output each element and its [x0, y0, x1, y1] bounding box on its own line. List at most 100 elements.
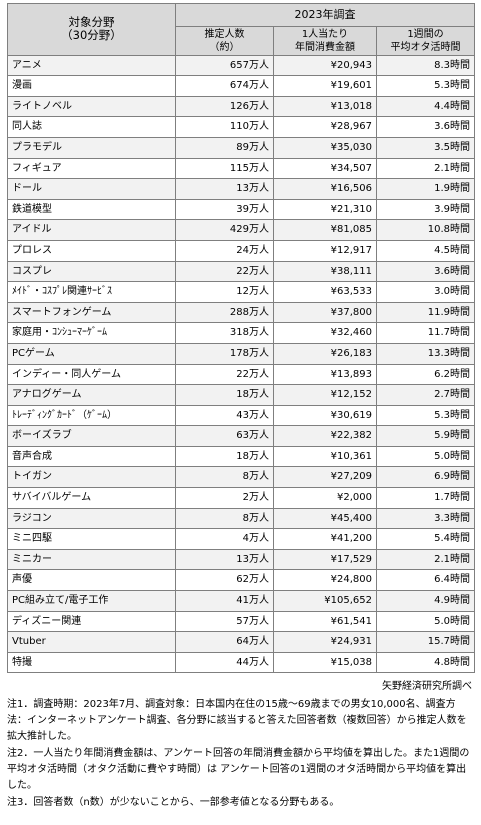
header-spending: 1人当たり 年間消費金額 [273, 25, 377, 56]
table-row: サバイバルゲーム 2万人 ¥2,000 1.7時間 [7, 487, 475, 509]
population-cell: 429万人 [175, 219, 274, 241]
spending-cell: ¥41,200 [273, 528, 377, 550]
table-row: ミニ四駆 4万人 ¥41,200 5.4時間 [7, 528, 475, 550]
category-cell: ﾒｲﾄﾞ・ｺｽﾌﾟﾚ関連ｻｰﾋﾞｽ [7, 281, 176, 303]
population-cell: 13万人 [175, 548, 274, 571]
population-cell: 22万人 [175, 260, 274, 283]
hours-cell: 11.9時間 [376, 301, 475, 324]
category-cell: サバイバルゲーム [7, 487, 176, 509]
hours-cell: 2.7時間 [376, 384, 475, 406]
header-category-line2: （30分野） [61, 28, 122, 43]
spending-cell: ¥105,652 [273, 590, 377, 612]
hours-cell: 3.6時間 [376, 260, 475, 283]
table-row: 鉄道模型 39万人 ¥21,310 3.9時間 [7, 198, 475, 221]
spending-cell: ¥24,931 [273, 631, 377, 653]
table-row: トイガン 8万人 ¥27,209 6.9時間 [7, 466, 475, 489]
hours-cell: 4.5時間 [376, 239, 475, 262]
category-cell: 同人誌 [7, 116, 176, 138]
hours-cell: 3.9時間 [376, 198, 475, 221]
table-row: ディズニー関連 57万人 ¥61,541 5.0時間 [7, 610, 475, 633]
population-cell: 8万人 [175, 507, 274, 530]
spending-cell: ¥27,209 [273, 466, 377, 489]
population-cell: 2万人 [175, 487, 274, 509]
otaku-market-table: 対象分野 （30分野） 2023年調査 推定人数 （約） 1人当たり 年間消費金… [7, 3, 475, 674]
hours-cell: 1.7時間 [376, 487, 475, 509]
spending-cell: ¥16,506 [273, 178, 377, 200]
spending-cell: ¥30,619 [273, 404, 377, 427]
hours-cell: 5.0時間 [376, 610, 475, 633]
table-row: ライトノベル 126万人 ¥13,018 4.4時間 [7, 95, 475, 118]
table-row: ボーイズラブ 63万人 ¥22,382 5.9時間 [7, 425, 475, 447]
population-cell: 4万人 [175, 528, 274, 550]
spending-cell: ¥28,967 [273, 116, 377, 138]
hours-cell: 3.6時間 [376, 116, 475, 138]
hours-cell: 4.8時間 [376, 651, 475, 674]
spending-cell: ¥32,460 [273, 322, 377, 344]
spending-cell: ¥15,038 [273, 651, 377, 674]
header-year: 2023年調査 [175, 3, 475, 27]
hours-cell: 11.7時間 [376, 322, 475, 344]
population-cell: 674万人 [175, 75, 274, 97]
population-cell: 57万人 [175, 610, 274, 633]
population-cell: 39万人 [175, 198, 274, 221]
spending-cell: ¥13,018 [273, 95, 377, 118]
table-row: 漫画 674万人 ¥19,601 5.3時間 [7, 75, 475, 97]
category-cell: スマートフォンゲーム [7, 301, 176, 324]
spending-cell: ¥34,507 [273, 157, 377, 180]
source-credit: 矢野経済研究所調べ [382, 681, 472, 693]
hours-cell: 10.8時間 [376, 219, 475, 241]
hours-cell: 5.3時間 [376, 404, 475, 427]
population-cell: 12万人 [175, 281, 274, 303]
category-cell: ﾄﾚｰﾃﾞｨﾝｸﾞｶｰﾄﾞ（ｹﾞｰﾑ） [7, 404, 176, 427]
table-row: PC組み立て/電子工作 41万人 ¥105,652 4.9時間 [7, 590, 475, 612]
category-cell: ディズニー関連 [7, 610, 176, 633]
category-cell: PCゲーム [7, 342, 176, 365]
table-row: 特撮 44万人 ¥15,038 4.8時間 [7, 651, 475, 674]
hours-cell: 5.3時間 [376, 75, 475, 97]
table-row: ﾄﾚｰﾃﾞｨﾝｸﾞｶｰﾄﾞ（ｹﾞｰﾑ） 43万人 ¥30,619 5.3時間 [7, 404, 475, 427]
category-cell: ドール [7, 178, 176, 200]
category-cell: インディー・同人ゲーム [7, 363, 176, 386]
population-cell: 8万人 [175, 466, 274, 489]
spending-cell: ¥26,183 [273, 342, 377, 365]
hours-cell: 1.9時間 [376, 178, 475, 200]
header-hours-line1: 1週間の [407, 28, 444, 40]
population-cell: 89万人 [175, 136, 274, 159]
population-cell: 64万人 [175, 631, 274, 653]
category-cell: フィギュア [7, 157, 176, 180]
survey-document: 対象分野 （30分野） 2023年調査 推定人数 （約） 1人当たり 年間消費金… [7, 3, 475, 812]
header-spending-line2: 年間消費金額 [295, 41, 355, 53]
table-row: ﾒｲﾄﾞ・ｺｽﾌﾟﾚ関連ｻｰﾋﾞｽ 12万人 ¥63,533 3.0時間 [7, 281, 475, 303]
spending-cell: ¥61,541 [273, 610, 377, 633]
table-row: 音声合成 18万人 ¥10,361 5.0時間 [7, 445, 475, 468]
population-cell: 43万人 [175, 404, 274, 427]
table-body: アニメ 657万人 ¥20,943 8.3時間 漫画 674万人 ¥19,601 5.3時間ラ… [7, 54, 475, 674]
population-cell: 126万人 [175, 95, 274, 118]
population-cell: 44万人 [175, 651, 274, 674]
hours-cell: 2.1時間 [376, 548, 475, 571]
category-cell: PC組み立て/電子工作 [7, 590, 176, 612]
table-row: アナログゲーム 18万人 ¥12,152 2.7時間 [7, 384, 475, 406]
hours-cell: 8.3時間 [376, 54, 475, 77]
note-2: 注2．一人当たり年間消費金額は、アンケート回答の年間消費金額から平均値を算出した… [7, 748, 470, 792]
hours-cell: 5.0時間 [376, 445, 475, 468]
category-cell: 鉄道模型 [7, 198, 176, 221]
spending-cell: ¥81,085 [273, 219, 377, 241]
note-3: 注3．回答者数（n数）が少ないことから、一部参考値となる分野もある。 [7, 797, 340, 809]
population-cell: 24万人 [175, 239, 274, 262]
category-cell: ラジコン [7, 507, 176, 530]
spending-cell: ¥35,030 [273, 136, 377, 159]
spending-cell: ¥17,529 [273, 548, 377, 571]
population-cell: 110万人 [175, 116, 274, 138]
table-row: PCゲーム 178万人 ¥26,183 13.3時間 [7, 342, 475, 365]
spending-cell: ¥20,943 [273, 54, 377, 77]
table-row: プロレス 24万人 ¥12,917 4.5時間 [7, 239, 475, 262]
header-population-line2: （約） [209, 41, 240, 53]
header-category: 対象分野 （30分野） [7, 3, 176, 56]
spending-cell: ¥21,310 [273, 198, 377, 221]
category-cell: 家庭用・ｺﾝｼｭｰﾏｰｹﾞｰﾑ [7, 322, 176, 344]
population-cell: 22万人 [175, 363, 274, 386]
table-row: ドール 13万人 ¥16,506 1.9時間 [7, 178, 475, 200]
spending-cell: ¥12,917 [273, 239, 377, 262]
spending-cell: ¥45,400 [273, 507, 377, 530]
